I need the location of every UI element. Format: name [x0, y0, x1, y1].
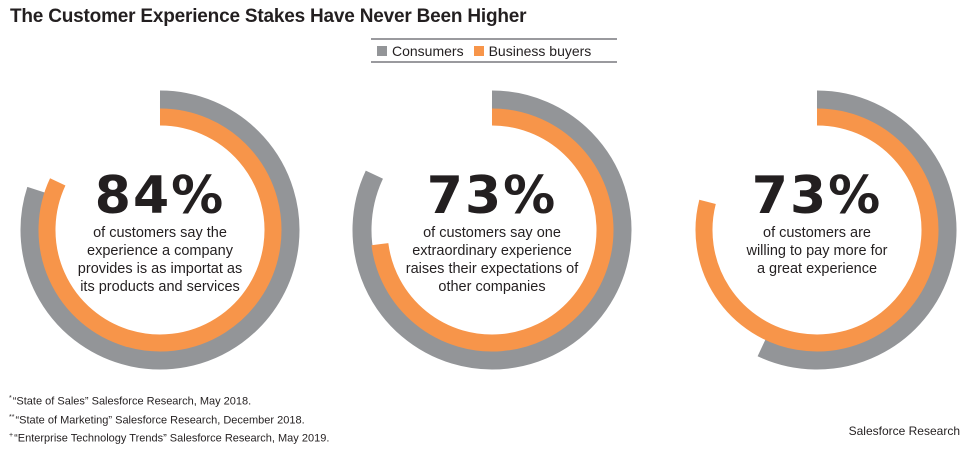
footnote-3: +“Enterprise Technology Trends” Salesfor…: [9, 432, 330, 445]
footnote-2: **“State of Marketing” Salesforce Resear…: [9, 413, 305, 427]
donut-3-arc-business-buyers: [695, 108, 939, 352]
donut-1-arc-business-buyers: [38, 108, 282, 352]
donut-3-arc-consumers: [757, 90, 957, 370]
donut-1-value: 84%: [94, 166, 226, 226]
legend-item-business-buyers: Business buyers: [473, 42, 592, 59]
legend-item-consumers: Consumers: [377, 43, 464, 59]
donut-2-value: 73%: [426, 166, 558, 226]
donut-1-label: 84% of customers say the experience a co…: [60, 168, 260, 296]
donut-2-label: 73% of customers say one extraordinary e…: [392, 168, 592, 296]
legend-swatch-consumers: [377, 45, 387, 56]
donut-3-description: of customers are willing to pay more for…: [746, 225, 888, 277]
donut-2-arc-consumers: [352, 90, 632, 370]
footnotes: *“State of Sales” Salesforce Research, M…: [9, 391, 329, 447]
donut-1-description: of customers say the experience a compan…: [77, 225, 243, 295]
donut-2-description: of customers say one extraordinary exper…: [405, 225, 579, 295]
donut-3-value: 73%: [751, 166, 883, 226]
donut-1-arc-consumers: [20, 90, 300, 370]
legend-label-consumers: Consumers: [392, 42, 464, 59]
legend-swatch-business-buyers: [473, 45, 484, 56]
donut-3-label: 73% of customers are willing to pay more…: [717, 168, 917, 278]
legend: Consumers Business buyers: [371, 38, 617, 63]
footnote-1: *“State of Sales” Salesforce Research, M…: [9, 395, 252, 408]
legend-label-business-buyers: Business buyers: [488, 42, 592, 59]
source-credit: Salesforce Research: [848, 424, 960, 438]
donut-2-arc-business-buyers: [371, 108, 614, 352]
chart-title: The Customer Experience Stakes Have Neve…: [10, 6, 527, 27]
